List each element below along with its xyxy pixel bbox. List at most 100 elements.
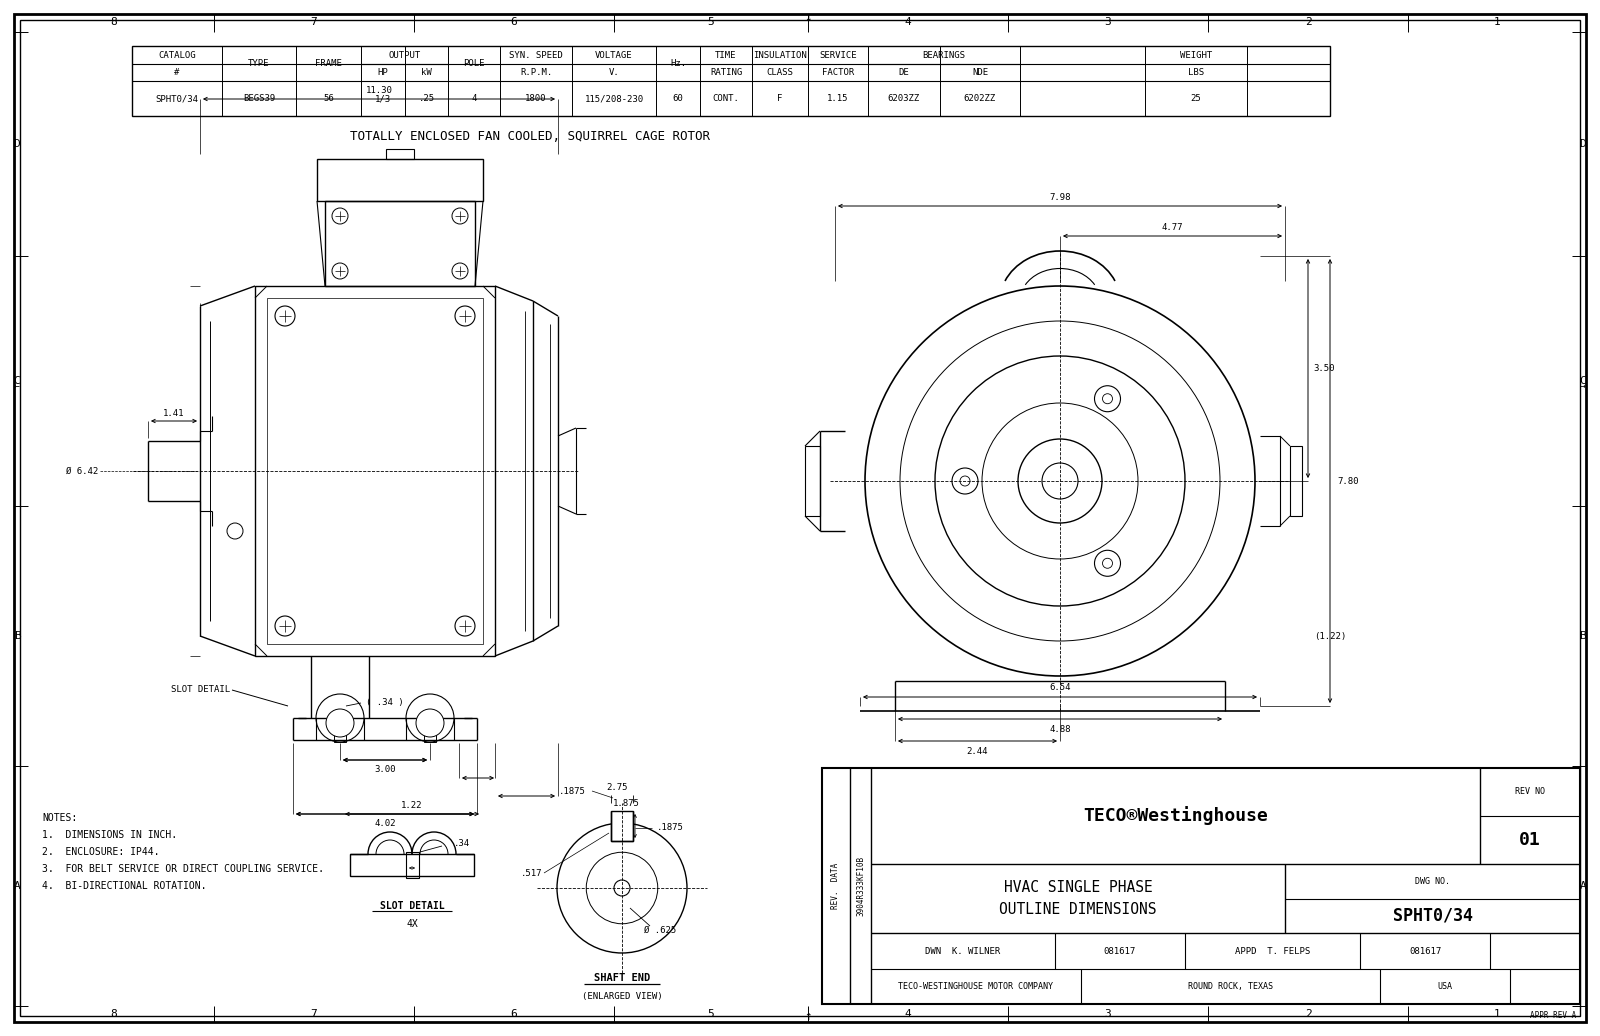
Text: ←: ← [14, 381, 19, 391]
Text: 1: 1 [1494, 17, 1501, 27]
Text: FRAME: FRAME [315, 59, 342, 68]
Text: 7: 7 [310, 1009, 317, 1019]
Text: Ø .625: Ø .625 [643, 925, 677, 934]
Text: 3.00: 3.00 [374, 766, 395, 775]
Text: ↓: ↓ [805, 10, 811, 24]
Text: →: → [1581, 381, 1586, 391]
Text: (ENLARGED VIEW): (ENLARGED VIEW) [582, 991, 662, 1001]
Text: 6: 6 [510, 17, 517, 27]
Text: HVAC SINGLE PHASE: HVAC SINGLE PHASE [1003, 880, 1152, 895]
Text: .517: .517 [520, 868, 542, 877]
Bar [406, 852, 419, 877]
Text: 2.75: 2.75 [606, 783, 627, 793]
Text: B: B [14, 631, 21, 641]
Text: .1875: .1875 [656, 824, 683, 833]
Bar [1290, 447, 1302, 516]
Text: REV NO: REV NO [1515, 787, 1546, 797]
Text: BEGS39: BEGS39 [243, 94, 275, 103]
Text: INSULATION: INSULATION [754, 51, 806, 59]
Text: SPHT0/34: SPHT0/34 [155, 94, 198, 103]
Text: CONT.: CONT. [712, 94, 739, 103]
Text: APPR REV A: APPR REV A [1530, 1011, 1576, 1020]
Text: .34: .34 [454, 839, 470, 848]
Bar [805, 447, 819, 516]
Text: ↑: ↑ [805, 1010, 811, 1024]
Text: (1.22): (1.22) [1314, 632, 1346, 640]
Text: CATALOG: CATALOG [158, 51, 195, 59]
Text: A: A [1579, 881, 1586, 891]
Text: C: C [1579, 376, 1586, 386]
Text: SLOT DETAIL: SLOT DETAIL [379, 901, 445, 911]
Text: ( .34 ): ( .34 ) [366, 698, 403, 708]
Text: SPHT0/34: SPHT0/34 [1392, 906, 1472, 925]
Text: FACTOR: FACTOR [822, 68, 854, 77]
Text: #: # [174, 68, 179, 77]
Text: 4X: 4X [406, 919, 418, 929]
Text: 6203ZZ: 6203ZZ [888, 94, 920, 103]
Bar [424, 728, 435, 742]
Text: A: A [14, 881, 21, 891]
Text: SERVICE: SERVICE [819, 51, 858, 59]
Text: 2.  ENCLOSURE: IP44.: 2. ENCLOSURE: IP44. [42, 847, 160, 857]
Text: 7.98: 7.98 [1050, 193, 1070, 201]
Text: kW: kW [421, 68, 432, 77]
Text: 2.44: 2.44 [966, 747, 989, 755]
Text: 1.41: 1.41 [163, 408, 184, 418]
Text: 2: 2 [1304, 17, 1312, 27]
Text: SLOT DETAIL: SLOT DETAIL [171, 686, 230, 694]
Bar [822, 768, 1581, 1004]
Text: ROUND ROCK, TEXAS: ROUND ROCK, TEXAS [1187, 982, 1274, 991]
Circle shape [326, 709, 354, 737]
Text: DWN  K. WILNER: DWN K. WILNER [925, 947, 1000, 955]
Bar [334, 728, 346, 742]
Text: Hz.: Hz. [670, 59, 686, 68]
Text: TYPE: TYPE [248, 59, 270, 68]
Text: C: C [14, 376, 21, 386]
Text: 115/208-230: 115/208-230 [584, 94, 643, 103]
Text: DWG NO.: DWG NO. [1414, 876, 1450, 886]
Text: 8: 8 [110, 1009, 117, 1019]
Text: 8: 8 [110, 17, 117, 27]
Text: 3.  FOR BELT SERVICE OR DIRECT COUPLING SERVICE.: 3. FOR BELT SERVICE OR DIRECT COUPLING S… [42, 864, 325, 874]
Text: .1875: .1875 [558, 786, 586, 796]
Text: 1800: 1800 [525, 94, 547, 103]
Text: WEIGHT: WEIGHT [1179, 51, 1213, 59]
Text: 3.50: 3.50 [1314, 364, 1334, 373]
Text: 01: 01 [1518, 831, 1541, 848]
Text: TECO-WESTINGHOUSE MOTOR COMPANY: TECO-WESTINGHOUSE MOTOR COMPANY [899, 982, 1053, 991]
Text: 6202ZZ: 6202ZZ [963, 94, 997, 103]
Text: 56: 56 [323, 94, 334, 103]
Text: APPD  T. FELPS: APPD T. FELPS [1235, 947, 1310, 955]
Text: 4.02: 4.02 [374, 819, 395, 829]
Text: 3: 3 [1104, 1009, 1112, 1019]
Text: 1.22: 1.22 [402, 802, 422, 810]
Text: USA: USA [1437, 982, 1453, 991]
Text: 6: 6 [510, 1009, 517, 1019]
Text: Ø 6.42: Ø 6.42 [66, 466, 98, 476]
Text: 4: 4 [472, 94, 477, 103]
Text: 3: 3 [1104, 17, 1112, 27]
Text: D: D [14, 139, 21, 149]
Bar [350, 854, 474, 876]
Text: 11.30: 11.30 [365, 86, 392, 94]
Text: 4: 4 [904, 17, 912, 27]
Text: 6.54: 6.54 [1050, 684, 1070, 692]
Text: R.P.M.: R.P.M. [520, 68, 552, 77]
Text: 60: 60 [672, 94, 683, 103]
Text: B: B [1579, 631, 1586, 641]
Bar [611, 811, 634, 841]
Bar [254, 286, 494, 656]
Text: TIME: TIME [715, 51, 736, 59]
Text: 4: 4 [904, 1009, 912, 1019]
Text: 1.875: 1.875 [613, 800, 640, 808]
Text: OUTLINE DIMENSIONS: OUTLINE DIMENSIONS [1000, 902, 1157, 917]
Text: OUTPUT: OUTPUT [389, 51, 421, 59]
Text: VOLTAGE: VOLTAGE [595, 51, 634, 59]
Text: TECO®Westinghouse: TECO®Westinghouse [1083, 806, 1267, 826]
Text: NOTES:: NOTES: [42, 813, 77, 823]
Text: 081617: 081617 [1104, 947, 1136, 955]
Text: 7: 7 [310, 17, 317, 27]
Text: BEARINGS: BEARINGS [923, 51, 965, 59]
Text: POLE: POLE [464, 59, 485, 68]
Text: 7.80: 7.80 [1338, 477, 1358, 486]
